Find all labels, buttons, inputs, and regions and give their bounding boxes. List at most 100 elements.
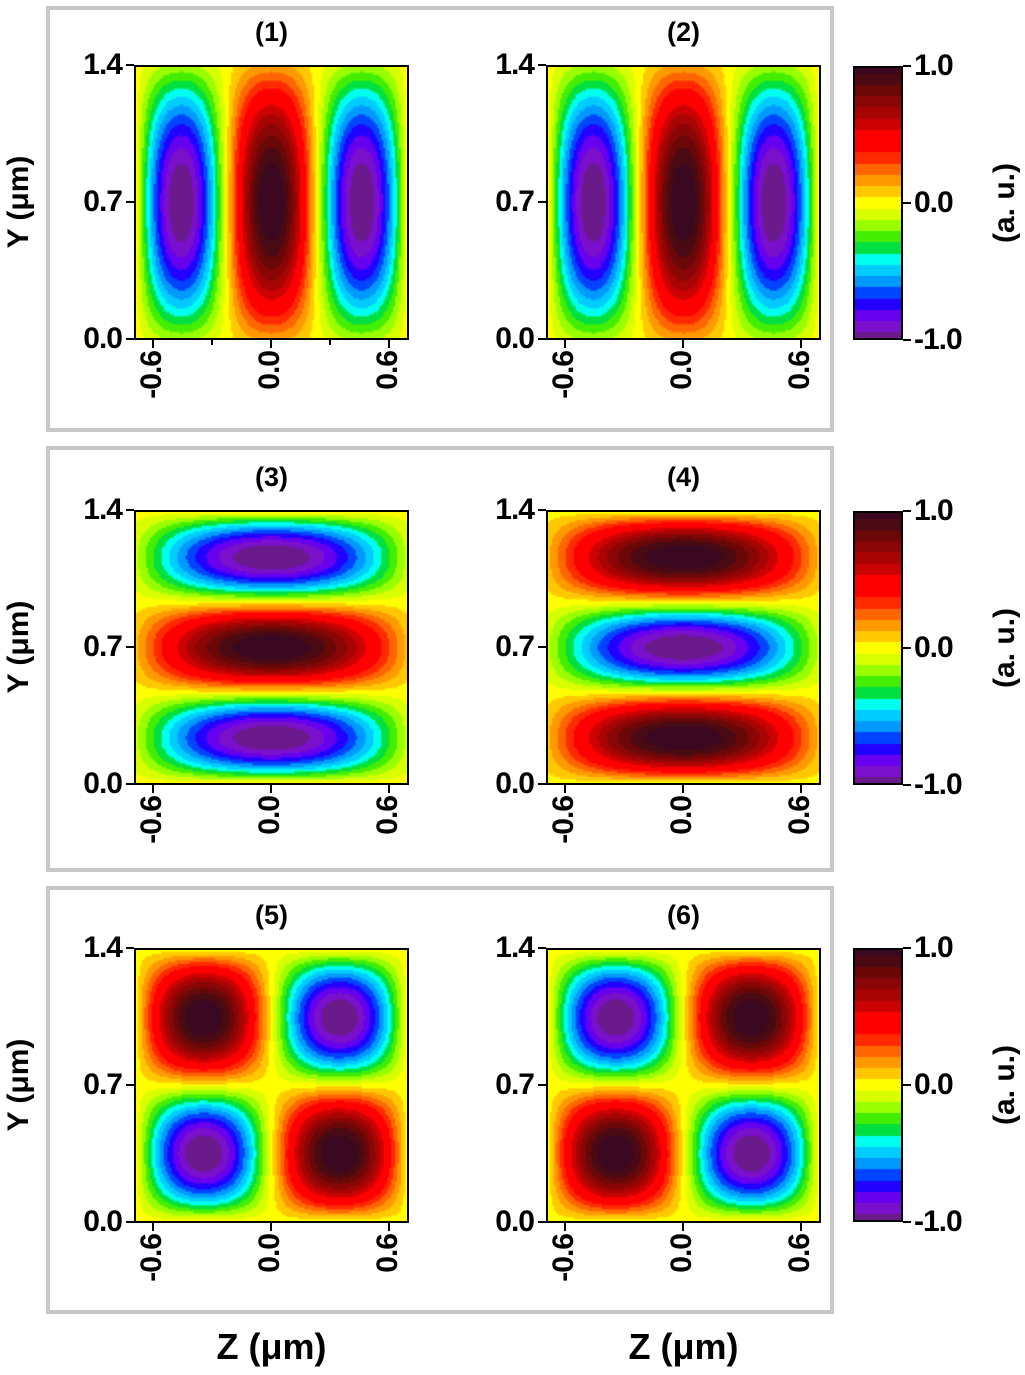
colorbar-3 (853, 948, 903, 1222)
x-tick-mark (152, 1223, 154, 1231)
heatmap-canvas (136, 512, 407, 783)
x-tick-label: -0.6 (135, 796, 168, 844)
colorbar-tick-label: -1.0 (914, 1205, 963, 1238)
colorbar-tick-mark (903, 339, 911, 341)
heatmap-canvas (548, 67, 819, 338)
y-tick-mark (126, 338, 134, 340)
x-tick-label: -0.6 (547, 1234, 580, 1282)
colorbar-tick-mark (903, 1221, 911, 1223)
x-axis-label-right: Z (μm) (628, 1326, 739, 1367)
colorbar-tick-mark (903, 1084, 911, 1086)
colorbar-tick-mark (903, 510, 911, 512)
colorbar-unit-label: (a. u.) (988, 608, 1021, 688)
y-tick-label: 1.4 (495, 931, 535, 964)
y-tick-label: 1.4 (83, 931, 123, 964)
x-tick-label: 0.6 (371, 1234, 404, 1273)
x-minor-tick (211, 340, 213, 345)
y-tick-label: 1.4 (495, 493, 535, 526)
plot-title-1: (1) (255, 17, 288, 47)
x-tick-mark (682, 785, 684, 793)
y-tick-mark (126, 201, 134, 203)
colorbar-tick-mark (903, 65, 911, 67)
colorbar-unit-label: (a. u.) (988, 1045, 1021, 1125)
colorbar-unit-label: (a. u.) (988, 163, 1021, 243)
colorbar-tick-label: -1.0 (914, 323, 963, 356)
colorbar-gradient (855, 950, 901, 1220)
plot-title-4: (4) (667, 462, 700, 492)
heatmap-plot-5 (134, 948, 409, 1223)
y-tick-label: 1.4 (83, 48, 123, 81)
y-tick-label: 0.7 (83, 630, 123, 663)
colorbar-tick-label: 0.0 (914, 186, 954, 219)
plot-title-2: (2) (667, 17, 700, 47)
colorbar-tick-mark (903, 647, 911, 649)
x-tick-mark (800, 1223, 802, 1231)
x-tick-label: 0.0 (253, 1234, 286, 1273)
x-minor-tick (329, 340, 331, 345)
colorbar-tick-label: -1.0 (914, 768, 963, 801)
y-tick-mark (126, 783, 134, 785)
x-tick-label: 0.6 (783, 1234, 816, 1273)
x-tick-mark (270, 785, 272, 793)
x-tick-mark (682, 340, 684, 348)
x-tick-mark (800, 785, 802, 793)
x-tick-mark (270, 1223, 272, 1231)
x-tick-mark (564, 1223, 566, 1231)
x-tick-label: -0.6 (135, 1234, 168, 1282)
heatmap-plot-3 (134, 510, 409, 785)
y-tick-label: 0.0 (83, 322, 123, 355)
y-axis-label: Y (μm) (2, 1038, 35, 1132)
y-axis-label: Y (μm) (2, 155, 35, 249)
colorbar-tick-mark (903, 947, 911, 949)
x-tick-label: 0.6 (783, 796, 816, 835)
x-tick-label: 0.6 (783, 351, 816, 390)
x-tick-mark (388, 340, 390, 348)
heatmap-plot-2 (546, 65, 821, 340)
y-tick-label: 0.7 (495, 1068, 535, 1101)
y-tick-label: 0.0 (495, 1205, 535, 1238)
x-tick-label: 0.0 (253, 351, 286, 390)
plot-title-5: (5) (255, 900, 288, 930)
colorbar-gradient (855, 68, 901, 338)
y-tick-label: 0.7 (83, 185, 123, 218)
x-tick-mark (564, 785, 566, 793)
x-tick-label: -0.6 (135, 351, 168, 399)
heatmap-canvas (548, 950, 819, 1221)
y-tick-mark (538, 783, 546, 785)
y-tick-label: 0.0 (495, 767, 535, 800)
x-axis-label-left: Z (μm) (216, 1326, 327, 1367)
colorbar-tick-label: 0.0 (914, 1068, 954, 1101)
y-tick-label: 0.0 (83, 1205, 123, 1238)
y-tick-label: 1.4 (495, 48, 535, 81)
x-tick-label: -0.6 (547, 351, 580, 399)
x-tick-label: 0.0 (665, 796, 698, 835)
plot-title-3: (3) (255, 462, 288, 492)
colorbar-tick-mark (903, 784, 911, 786)
colorbar-gradient (855, 513, 901, 783)
x-tick-mark (152, 785, 154, 793)
y-tick-mark (126, 947, 134, 949)
y-tick-mark (126, 509, 134, 511)
x-tick-mark (270, 340, 272, 348)
colorbar-tick-label: 1.0 (914, 494, 954, 527)
colorbar-tick-label: 1.0 (914, 931, 954, 964)
y-tick-label: 0.0 (495, 322, 535, 355)
x-tick-label: 0.0 (665, 1234, 698, 1273)
x-tick-mark (388, 1223, 390, 1231)
y-tick-mark (538, 509, 546, 511)
heatmap-plot-1 (134, 65, 409, 340)
y-tick-label: 0.0 (83, 767, 123, 800)
heatmap-canvas (136, 950, 407, 1221)
y-tick-mark (538, 646, 546, 648)
y-tick-label: 0.7 (495, 185, 535, 218)
colorbar-2 (853, 511, 903, 785)
y-tick-mark (538, 64, 546, 66)
heatmap-plot-6 (546, 948, 821, 1223)
y-tick-mark (126, 1221, 134, 1223)
y-tick-label: 1.4 (83, 493, 123, 526)
x-tick-label: -0.6 (547, 796, 580, 844)
colorbar-tick-label: 1.0 (914, 49, 954, 82)
heatmap-canvas (548, 512, 819, 783)
x-tick-mark (564, 340, 566, 348)
y-tick-mark (126, 1084, 134, 1086)
